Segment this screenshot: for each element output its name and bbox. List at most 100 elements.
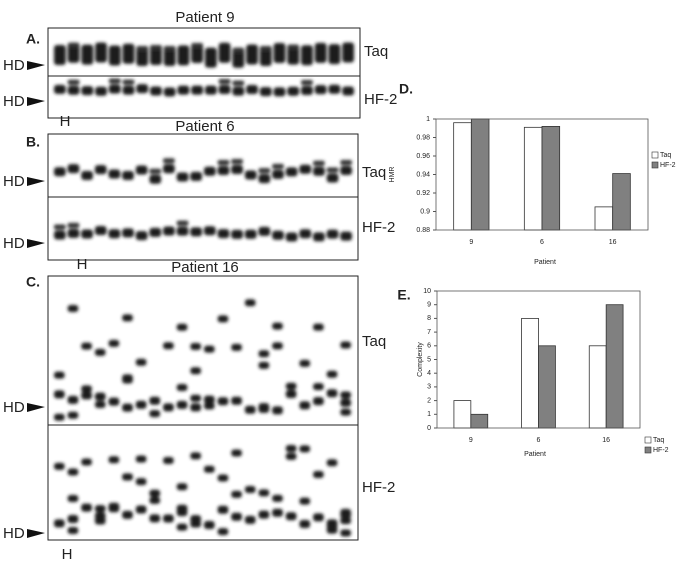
gel-band — [217, 528, 229, 536]
gel-band — [340, 510, 351, 519]
gel-band — [272, 406, 283, 415]
gel-band — [176, 483, 188, 491]
gel-band — [122, 403, 133, 412]
gel-band — [94, 392, 106, 401]
bar — [523, 126, 543, 231]
panel-letter: E. — [397, 287, 410, 303]
row-label: HF-2 — [362, 219, 395, 236]
gel-band — [190, 171, 202, 181]
gel-band — [94, 348, 106, 356]
gel-band — [54, 44, 66, 65]
gel-band — [190, 227, 202, 237]
hd-arrow — [27, 61, 45, 70]
gel-band — [301, 45, 313, 66]
gel-band — [67, 164, 80, 174]
gel-band — [150, 86, 162, 96]
gel-band — [231, 229, 243, 239]
gel-band — [272, 494, 283, 502]
gel-band — [313, 166, 325, 176]
gel-band — [205, 47, 217, 68]
gel-band — [67, 411, 79, 419]
panel-title: Patient 6 — [175, 118, 234, 135]
gel-band — [299, 401, 311, 410]
gel-band — [190, 367, 201, 375]
gel-band — [285, 382, 297, 390]
gel-band — [81, 229, 93, 239]
gel-band — [244, 229, 257, 239]
gel-band — [313, 383, 324, 391]
gel-band — [163, 46, 176, 52]
gel-band — [81, 342, 92, 350]
gel-band — [258, 174, 271, 184]
gel-band — [163, 164, 175, 174]
lane-label: H — [60, 113, 71, 130]
gel-band — [122, 376, 133, 384]
gel-band — [285, 452, 297, 460]
gel-band — [272, 342, 283, 350]
row-label: Taq — [364, 43, 388, 60]
gel-band — [217, 229, 230, 239]
gel-band — [204, 345, 215, 353]
x-tick-label: 6 — [540, 239, 544, 246]
gel-band — [94, 401, 106, 409]
bar — [605, 304, 624, 429]
gel-band — [285, 389, 297, 398]
gel-band — [176, 523, 188, 531]
gel-band — [149, 168, 162, 174]
hd-arrow — [27, 239, 45, 248]
y-tick-label: 0 — [427, 425, 431, 432]
gel-band — [149, 410, 161, 418]
gel-band — [217, 397, 229, 406]
hd-marker: HD — [3, 525, 25, 542]
gel-band — [149, 227, 162, 237]
gel-band — [67, 527, 79, 535]
gel-band — [218, 84, 231, 94]
gel-band — [301, 79, 313, 85]
gel-band — [163, 342, 174, 350]
gel-band — [340, 408, 351, 416]
gel-band — [326, 459, 338, 467]
gel-band — [217, 166, 230, 176]
gel-band — [231, 396, 242, 405]
gel-band — [81, 44, 94, 65]
hd-arrow — [27, 529, 45, 538]
legend-swatch — [644, 436, 652, 444]
gel-band — [122, 473, 133, 481]
gel-band — [258, 510, 270, 519]
gel-band — [108, 456, 120, 464]
gel-band — [135, 455, 147, 463]
panel-title: Patient 9 — [175, 9, 234, 26]
gel-band — [204, 402, 215, 410]
gel-band — [81, 86, 94, 96]
lane-label: H — [62, 546, 73, 563]
gel-band — [217, 160, 230, 166]
gel-band — [190, 515, 201, 524]
legend-label: HF-2 — [653, 447, 669, 454]
x-tick-label: 16 — [609, 239, 617, 246]
gel-band — [122, 43, 135, 64]
gel-band — [54, 371, 65, 379]
gel-band — [342, 86, 354, 96]
gel-band — [287, 44, 300, 50]
gel-band — [244, 515, 256, 524]
gel-band — [204, 226, 216, 236]
gel-band — [81, 385, 92, 393]
gel-band — [244, 170, 257, 180]
gel-band — [285, 167, 298, 177]
gel-band — [163, 514, 174, 523]
gel-bands — [54, 42, 354, 97]
gel-band — [122, 510, 133, 519]
gel-band — [299, 445, 311, 453]
lane-label: H — [77, 256, 88, 273]
y-tick-label: 0.92 — [416, 190, 430, 197]
row-label: HF-2 — [362, 479, 395, 496]
gel-band — [95, 42, 107, 63]
gel-band — [190, 403, 201, 412]
gel-band — [232, 47, 245, 53]
gel-band — [81, 171, 93, 181]
gel-band — [231, 158, 243, 164]
y-tick-label: 7 — [427, 329, 431, 336]
y-tick-label: 8 — [427, 315, 431, 322]
gel-band — [313, 397, 324, 406]
